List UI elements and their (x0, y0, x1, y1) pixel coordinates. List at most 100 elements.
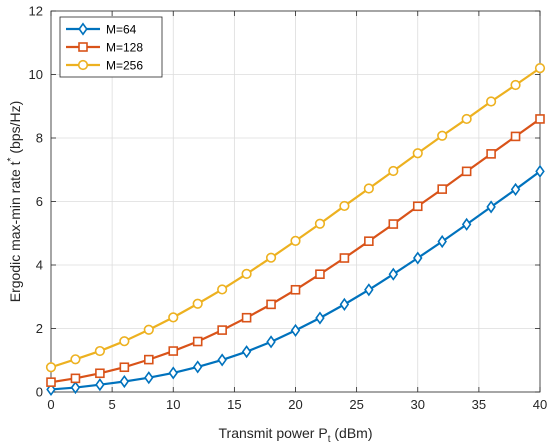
data-point (510, 79, 521, 91)
data-point (192, 360, 203, 374)
x-axis-title-subscript: t (328, 434, 331, 445)
data-point (363, 183, 374, 194)
legend-marker (78, 22, 88, 36)
data-point (168, 312, 179, 323)
x-tick-label: 15 (227, 397, 241, 412)
data-point (192, 298, 203, 309)
y-tick-label: 10 (29, 67, 43, 82)
data-point (168, 346, 179, 356)
y-tick-label: 4 (36, 258, 43, 273)
data-point (412, 148, 423, 159)
y-tick-label: 6 (36, 194, 43, 209)
legend-label: M=64 (106, 23, 137, 37)
data-point (266, 335, 276, 349)
data-point (241, 345, 252, 359)
y-tick-label: 2 (36, 321, 43, 336)
data-point (217, 353, 227, 367)
y-tick-label: 8 (36, 131, 43, 146)
data-point (486, 96, 497, 107)
data-point (388, 219, 399, 229)
data-point (535, 114, 545, 124)
data-point (437, 130, 448, 141)
data-point (461, 113, 472, 125)
legend-item: M=64 (66, 22, 137, 37)
series-M=64 (46, 164, 545, 397)
data-point (290, 235, 301, 246)
data-point (95, 378, 105, 392)
data-point (339, 200, 350, 212)
data-point (119, 362, 130, 373)
x-tick-label: 30 (411, 397, 425, 412)
y-axis-title: Ergodic max-min rate t* (bps/Hz) (6, 101, 23, 303)
data-point (168, 366, 178, 380)
x-tick-label: 40 (533, 397, 547, 412)
y-tick-label: 12 (29, 4, 43, 19)
data-point (413, 251, 423, 265)
y-axis-title-main: Ergodic max-min rate t (7, 161, 23, 302)
data-point (144, 371, 154, 385)
data-point (95, 368, 105, 379)
data-point (510, 131, 521, 142)
data-point (339, 253, 350, 263)
data-point (143, 324, 154, 335)
legend-marker (78, 42, 88, 52)
data-point (412, 201, 423, 212)
data-point (217, 284, 228, 295)
x-tick-label: 5 (109, 397, 116, 412)
data-point (217, 325, 227, 335)
data-point (314, 218, 326, 229)
data-point (315, 311, 325, 325)
data-point (364, 236, 374, 246)
y-axis-title-unit: (bps/Hz) (7, 101, 23, 158)
grid (50, 10, 541, 393)
x-axis-title-main: Transmit power P (219, 425, 328, 441)
data-point (70, 380, 81, 395)
data-point (364, 283, 374, 297)
x-tick-label: 25 (349, 397, 363, 412)
data-point (534, 63, 546, 74)
data-point (241, 312, 252, 323)
data-point (290, 323, 301, 337)
data-point (486, 200, 496, 214)
data-point (46, 377, 56, 387)
x-axis-title-unit: (dBm) (330, 425, 372, 441)
legend-label: M=128 (106, 41, 143, 55)
x-tick-label: 0 (47, 397, 54, 412)
data-point (94, 345, 105, 357)
legend-label: M=256 (106, 59, 143, 73)
legend-marker (77, 59, 89, 71)
data-point (241, 268, 252, 279)
data-point (339, 297, 350, 311)
data-point (144, 354, 154, 365)
data-point (461, 217, 472, 231)
data-point (265, 252, 277, 263)
data-point (535, 164, 545, 178)
data-point (437, 234, 447, 249)
legend-item: M=128 (66, 41, 143, 55)
series-M=256 (45, 63, 546, 373)
data-point (192, 336, 203, 347)
data-point (266, 299, 276, 310)
y-tick-label: 0 (36, 385, 43, 400)
data-point (119, 336, 130, 347)
x-tick-label: 35 (472, 397, 486, 412)
data-point (437, 184, 448, 194)
series-M=128 (46, 114, 545, 387)
x-tick-label: 20 (288, 397, 302, 412)
series-layer (45, 63, 546, 397)
data-point (388, 165, 399, 177)
data-point (70, 373, 81, 384)
x-tick-label: 10 (166, 397, 180, 412)
data-point (70, 354, 81, 365)
data-point (290, 284, 301, 295)
axis-ticks: 0 5 10 15 20 25 30 35 40 0 2 4 6 8 10 12 (29, 4, 548, 413)
legend: M=64 M=128 M=256 (59, 16, 163, 78)
legend-item: M=256 (66, 59, 143, 73)
data-point (388, 267, 399, 281)
x-axis-title: Transmit power Pt (dBm) (219, 425, 373, 445)
data-point (45, 362, 57, 373)
data-point (461, 166, 472, 177)
data-point (510, 182, 521, 197)
y-axis-title-superscript: * (6, 157, 17, 161)
